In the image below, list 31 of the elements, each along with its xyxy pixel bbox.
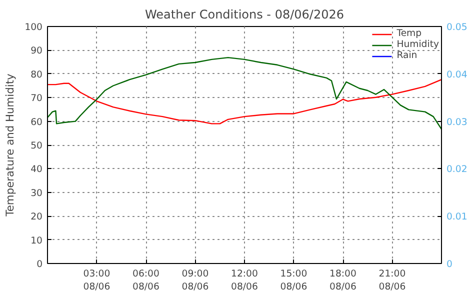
- legend-label: Temp: [396, 28, 422, 39]
- y2-tick-label: 0.01: [446, 212, 468, 223]
- y-tick-label: 70: [30, 93, 43, 104]
- x-tick-label: 03:00 08/06: [83, 268, 110, 293]
- y-axis-title: Temperature and Humidity: [4, 74, 17, 218]
- x-tick-label: 15:00 08/06: [280, 268, 308, 293]
- x-tick-label: 12:00 08/06: [231, 268, 258, 293]
- y2-tick-label: 0.02: [446, 164, 468, 176]
- y2-tick-label: 0.05: [446, 22, 468, 33]
- line-series: [48, 78, 442, 124]
- y-tick-label: 90: [30, 46, 43, 57]
- y2-tick-label: 0.04: [446, 69, 468, 80]
- x-tick-label: 06:00 08/06: [132, 268, 160, 293]
- x-tick-label: 21:00 08/06: [378, 268, 406, 293]
- y-tick-label: 60: [30, 116, 43, 128]
- y-tick-label: 30: [30, 188, 43, 199]
- y-tick-label: 20: [30, 212, 43, 223]
- y2-tick-label: 0: [446, 259, 452, 270]
- x-tick-label: 09:00 08/06: [182, 268, 209, 293]
- chart-title: Weather Conditions - 08/06/2026: [145, 8, 344, 22]
- legend-label: Rain: [396, 50, 418, 61]
- x-tick-label: 18:00 08/06: [330, 268, 357, 293]
- y2-tick-label: 0.03: [446, 116, 468, 128]
- y-tick-label: 0: [36, 259, 43, 270]
- line-series: [48, 56, 442, 130]
- y-tick-label: 100: [24, 22, 43, 33]
- y-tick-label: 40: [30, 164, 43, 176]
- y-tick-label: 10: [30, 235, 43, 246]
- legend-label: Humidity: [396, 39, 439, 50]
- y-tick-label: 50: [30, 140, 43, 152]
- y-tick-label: 80: [30, 69, 43, 80]
